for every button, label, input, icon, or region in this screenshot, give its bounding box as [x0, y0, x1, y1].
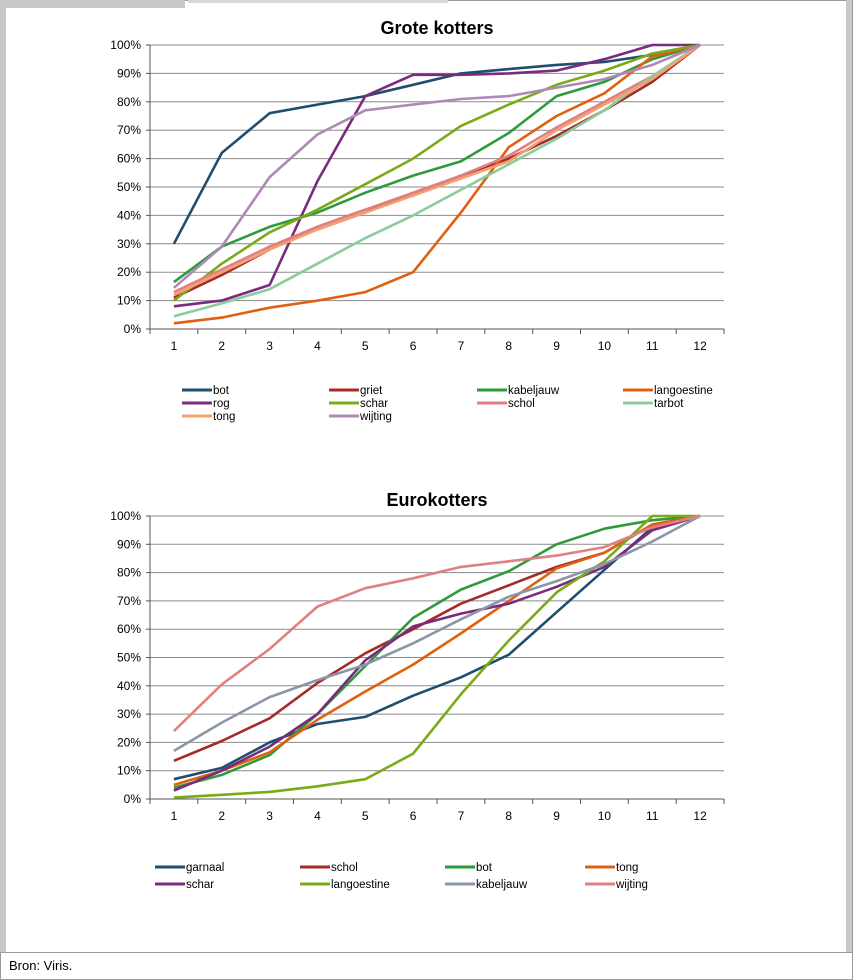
legend-label-garnaal: garnaal	[186, 862, 224, 874]
chart-eurokotters: Eurokotters 0% 10% 20% 30% 40% 50% 60% 70% 80% 90%…	[110, 490, 725, 891]
x-tick-label: 8	[505, 809, 512, 823]
left-border	[0, 0, 6, 952]
x-tick-label: 6	[410, 339, 417, 353]
series-line-kabeljauw	[173, 514, 701, 753]
x-tick-label: 11	[646, 809, 659, 823]
y-tick-label: 10%	[117, 294, 141, 308]
legend-label-griet: griet	[360, 385, 383, 397]
legend-label-bot: bot	[213, 385, 230, 397]
y-tick-label: 70%	[117, 123, 141, 137]
x-tick-label: 4	[314, 809, 321, 823]
y-tick-label: 30%	[117, 237, 141, 251]
legend-label-wijting: wijting	[359, 411, 392, 423]
legend-label-tong: tong	[213, 411, 235, 423]
series-line-kabeljauw	[173, 43, 701, 284]
x-tick-label: 6	[410, 809, 417, 823]
x-tick-label: 11	[646, 339, 659, 353]
legend-label-bot: bot	[476, 862, 493, 874]
legend-label-langoestine: langoestine	[331, 879, 390, 891]
y-tick-label: 80%	[117, 95, 141, 109]
legend-label-schol: schol	[508, 398, 535, 410]
series-line-tong	[173, 514, 701, 787]
y-tick-label: 30%	[117, 707, 141, 721]
legend-label-rog: rog	[213, 398, 230, 410]
series-line-langoestine	[173, 514, 701, 799]
legend-label-wijting: wijting	[615, 879, 648, 891]
y-tick-label: 80%	[117, 566, 141, 580]
x-tick-label: 10	[598, 339, 612, 353]
x-tick-label: 3	[266, 809, 273, 823]
series-line-garnaal	[173, 514, 701, 781]
y-tick-label: 0%	[124, 792, 142, 806]
y-tick-label: 100%	[110, 38, 141, 52]
legend-label-schol: schol	[331, 862, 358, 874]
x-tick-label: 12	[693, 809, 707, 823]
y-tick-label: 90%	[117, 537, 141, 551]
x-tick-label: 12	[693, 339, 707, 353]
legend-label-tarbot: tarbot	[654, 398, 684, 410]
y-tick-label: 50%	[117, 180, 141, 194]
x-tick-label: 8	[505, 339, 512, 353]
chart-grote-kotters: Grote kotters 0% 10% 20% 30% 40% 50% 60% 70% 80% 9…	[110, 18, 725, 423]
x-tick-label: 7	[458, 809, 465, 823]
y-tick-label: 20%	[117, 265, 141, 279]
chart-title: Grote kotters	[380, 18, 493, 38]
series-line-schol	[173, 43, 701, 294]
y-tick-label: 40%	[117, 208, 141, 222]
legend-label-langoestine: langoestine	[654, 385, 713, 397]
series-line-griet	[173, 43, 701, 299]
x-tick-label: 5	[362, 339, 369, 353]
source-note: Bron: Viris.	[9, 958, 73, 973]
legend-label-tong: tong	[616, 862, 638, 874]
x-tick-label: 1	[171, 339, 178, 353]
x-tick-label: 9	[553, 339, 560, 353]
series-line-rog	[173, 43, 701, 308]
x-tick-label: 10	[598, 809, 612, 823]
y-tick-label: 60%	[117, 622, 141, 636]
y-tick-label: 40%	[117, 679, 141, 693]
x-tick-label: 1	[171, 809, 178, 823]
y-tick-label: 90%	[117, 66, 141, 80]
series-line-wijting	[173, 43, 701, 289]
y-tick-label: 10%	[117, 764, 141, 778]
series-line-tong	[173, 43, 701, 297]
top-bar	[0, 0, 185, 8]
x-tick-label: 7	[458, 339, 465, 353]
x-tick-label: 5	[362, 809, 369, 823]
y-tick-label: 0%	[124, 322, 142, 336]
y-tick-label: 100%	[110, 509, 141, 523]
legend-label-schar: schar	[186, 879, 214, 891]
series-line-wijting	[172, 514, 701, 733]
legend-label-kabeljauw: kabeljauw	[476, 879, 528, 891]
series-line-bot	[172, 43, 701, 245]
chart-title: Eurokotters	[386, 490, 487, 510]
series-line-tarbot	[173, 43, 701, 318]
x-tick-label: 3	[266, 339, 273, 353]
legend-label-kabeljauw: kabeljauw	[508, 385, 560, 397]
y-tick-label: 70%	[117, 594, 141, 608]
bottom-rule	[0, 952, 853, 953]
x-tick-label: 9	[553, 809, 560, 823]
right-border	[846, 0, 852, 952]
y-tick-label: 60%	[117, 152, 141, 166]
x-tick-label: 4	[314, 339, 321, 353]
x-tick-label: 2	[218, 809, 225, 823]
series-line-schar	[173, 43, 701, 302]
legend-label-schar: schar	[360, 398, 388, 410]
y-tick-label: 50%	[117, 651, 141, 665]
top-bar-secondary	[188, 0, 448, 3]
y-tick-label: 20%	[117, 735, 141, 749]
series-line-langoestine	[173, 43, 701, 325]
x-tick-label: 2	[218, 339, 225, 353]
series-line-bot	[173, 514, 701, 789]
